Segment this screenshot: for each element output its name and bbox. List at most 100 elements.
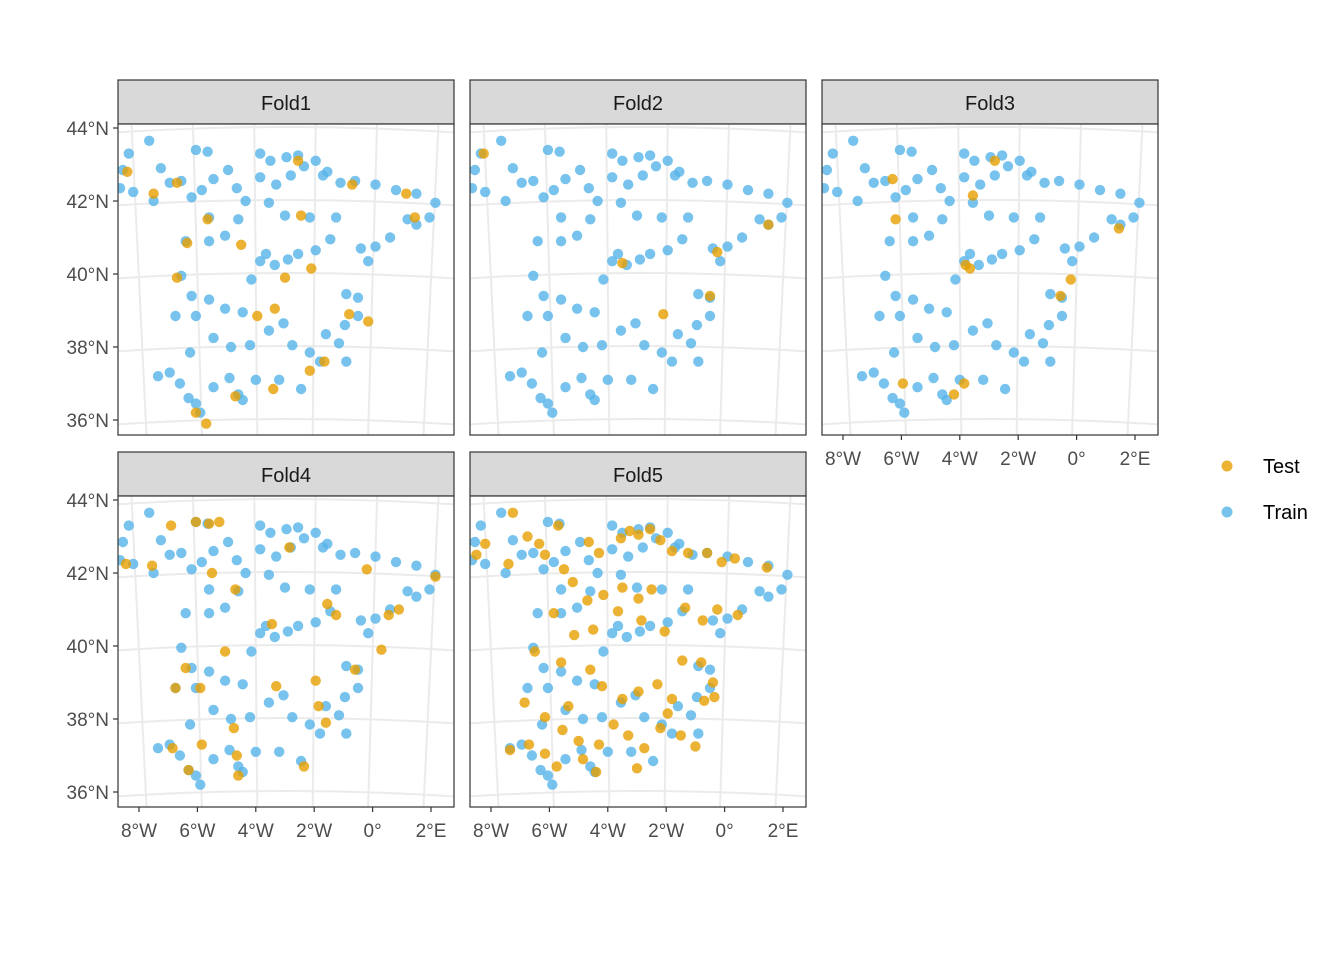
train-point bbox=[1074, 241, 1085, 252]
train-point bbox=[516, 739, 527, 750]
train-point bbox=[507, 535, 519, 546]
x-tick-label: 6°W bbox=[179, 821, 215, 842]
train-point bbox=[560, 332, 571, 344]
facet-fold1: Fold1 36°N 38°N 40°N 42°N 44°N bbox=[67, 79, 455, 436]
test-point bbox=[557, 724, 568, 736]
test-point bbox=[624, 525, 635, 537]
train-point bbox=[607, 172, 618, 183]
test-point bbox=[409, 212, 421, 223]
train-point bbox=[363, 628, 374, 639]
test-point bbox=[122, 166, 133, 177]
train-point bbox=[598, 274, 609, 285]
train-point bbox=[538, 192, 549, 203]
train-point bbox=[402, 586, 413, 597]
panel-border bbox=[469, 495, 807, 808]
test-point bbox=[393, 604, 405, 615]
train-point bbox=[662, 527, 673, 538]
train-point bbox=[526, 750, 538, 761]
test-point bbox=[887, 173, 898, 185]
train-point bbox=[982, 318, 993, 329]
panel-background bbox=[118, 496, 454, 807]
train-point bbox=[691, 319, 703, 331]
train-point bbox=[244, 712, 256, 723]
train-point bbox=[555, 212, 567, 223]
test-point bbox=[171, 272, 183, 283]
train-point bbox=[240, 195, 251, 207]
test-point bbox=[319, 356, 330, 367]
train-point bbox=[1088, 232, 1100, 243]
legend-test-label: Test bbox=[1263, 456, 1300, 478]
test-point bbox=[697, 615, 708, 626]
train-point bbox=[639, 340, 650, 351]
parallel-gridline bbox=[118, 345, 454, 353]
x-tick-label: 2°W bbox=[1000, 449, 1036, 470]
train-point bbox=[742, 184, 754, 196]
train-point bbox=[176, 642, 187, 653]
test-point bbox=[617, 693, 628, 705]
train-point bbox=[536, 347, 548, 358]
meridian-gridline bbox=[719, 124, 731, 435]
train-point bbox=[180, 608, 191, 619]
train-point bbox=[1128, 212, 1139, 223]
train-point bbox=[634, 626, 646, 637]
train-point bbox=[950, 274, 961, 285]
train-point bbox=[310, 155, 321, 166]
train-point bbox=[736, 232, 748, 243]
train-point bbox=[1018, 356, 1030, 367]
test-point bbox=[292, 155, 304, 166]
test-point bbox=[897, 378, 909, 389]
panel-border bbox=[821, 123, 1159, 436]
test-point bbox=[677, 655, 688, 666]
train-point bbox=[634, 254, 646, 265]
parallel-gridline bbox=[470, 345, 806, 353]
train-point bbox=[240, 567, 251, 579]
test-point bbox=[231, 750, 242, 761]
test-point bbox=[682, 547, 694, 559]
test-point bbox=[523, 739, 535, 750]
train-point bbox=[978, 374, 989, 385]
train-point bbox=[528, 547, 539, 559]
train-point bbox=[152, 371, 164, 382]
train-point bbox=[542, 310, 554, 322]
train-point bbox=[352, 292, 364, 303]
train-point bbox=[118, 536, 129, 548]
train-point bbox=[370, 179, 381, 190]
y-tick-label: 36°N bbox=[67, 783, 109, 804]
test-point bbox=[655, 722, 666, 734]
train-point bbox=[202, 146, 213, 157]
train-point bbox=[516, 367, 527, 378]
train-point bbox=[183, 392, 194, 404]
parallel-gridline bbox=[118, 644, 454, 652]
train-point bbox=[547, 779, 558, 790]
train-point bbox=[118, 183, 126, 194]
test-point bbox=[195, 682, 206, 694]
train-point bbox=[674, 166, 685, 177]
train-point bbox=[190, 144, 202, 156]
train-point bbox=[390, 184, 402, 196]
train-point bbox=[250, 746, 261, 757]
train-point bbox=[941, 307, 952, 318]
train-point bbox=[574, 164, 586, 176]
train-point bbox=[907, 294, 919, 305]
meridian-gridline bbox=[482, 124, 500, 435]
train-point bbox=[237, 679, 248, 690]
train-point bbox=[577, 713, 589, 725]
train-point bbox=[522, 682, 533, 694]
panel-area: 36°N 38°N 40°N 42°N 44°N 8°W 6°W 4°W 2°W 0° 2°E bbox=[67, 491, 455, 842]
test-point bbox=[666, 545, 678, 557]
train-point bbox=[281, 524, 292, 535]
test-point bbox=[959, 378, 970, 389]
train-point bbox=[592, 567, 603, 579]
test-point bbox=[196, 739, 207, 750]
train-point bbox=[480, 558, 491, 570]
test-point bbox=[284, 542, 295, 553]
test-point bbox=[230, 584, 241, 595]
test-point bbox=[596, 681, 608, 692]
test-point bbox=[612, 606, 624, 617]
train-point bbox=[1067, 256, 1078, 267]
train-point bbox=[912, 332, 923, 344]
train-point bbox=[693, 288, 704, 300]
train-point bbox=[285, 170, 296, 181]
points bbox=[470, 507, 793, 790]
train-point bbox=[880, 270, 891, 281]
